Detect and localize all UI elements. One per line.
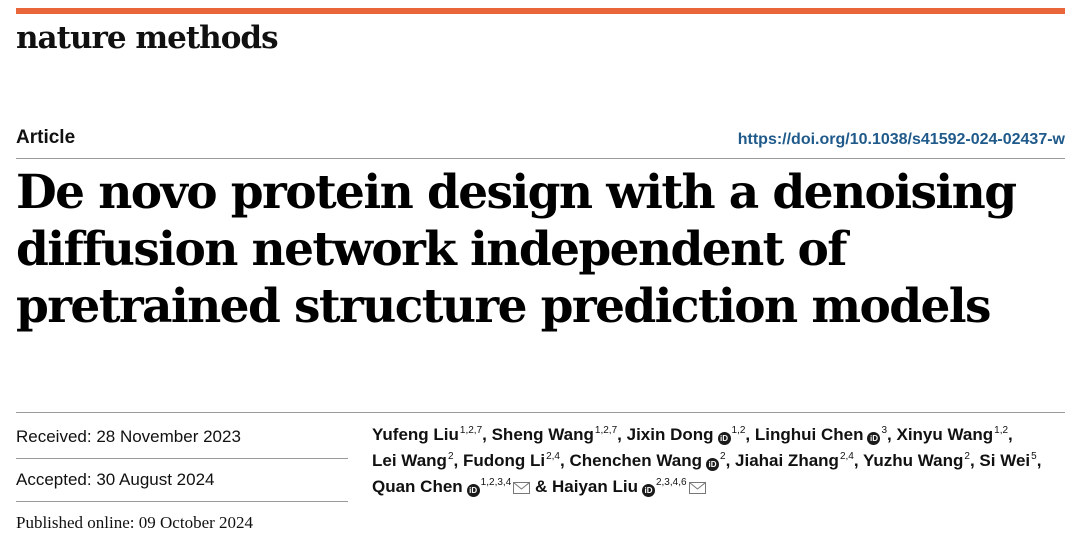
author-affiliation: 1,2	[994, 425, 1009, 437]
date-divider	[16, 458, 348, 459]
author-name-text[interactable]: Haiyan Liu	[552, 477, 638, 496]
published-date: Published online: 09 October 2024	[16, 513, 254, 532]
orcid-icon[interactable]: iD	[717, 432, 731, 445]
author-list: Yufeng Liu1,2,7, Sheng Wang1,2,7, Jixin …	[372, 422, 1052, 500]
author-name-text[interactable]: Si Wei	[979, 451, 1031, 470]
accepted-date: Accepted: 30 August 2024	[16, 470, 215, 489]
author-name-text[interactable]: Sheng Wang	[491, 425, 594, 444]
author-separator: ,	[853, 451, 863, 470]
author-affiliation: 1,2,7	[594, 425, 618, 437]
author-name-text[interactable]: Jixin Dong	[626, 425, 714, 444]
orcid-icon[interactable]: iD	[867, 432, 881, 445]
journal-logo[interactable]: nature methods	[16, 20, 279, 56]
author-name[interactable]: Fudong Li2,4	[463, 451, 560, 470]
date-divider	[16, 501, 348, 502]
author-name[interactable]: Sheng Wang1,2,7	[492, 425, 618, 444]
article-dates: Received: 28 November 2023 Accepted: 30 …	[16, 426, 348, 534]
received-date: Received: 28 November 2023	[16, 427, 241, 446]
author-name[interactable]: Si Wei5	[979, 451, 1036, 470]
author-affiliation: 2	[720, 451, 726, 463]
author-separator: ,	[617, 425, 627, 444]
header-divider	[16, 158, 1065, 159]
author-name[interactable]: Quan Chen iD1,2,3,4	[372, 477, 531, 497]
author-name[interactable]: Linghui Chen iD3	[754, 425, 888, 445]
author-name-text[interactable]: Yuzhu Wang	[862, 451, 964, 470]
author-name[interactable]: Jixin Dong iD1,2	[626, 425, 746, 445]
author-name-text[interactable]: Yufeng Liu	[372, 425, 459, 444]
orcid-icon[interactable]: iD	[641, 484, 655, 497]
envelope-icon[interactable]	[513, 482, 531, 494]
author-affiliation: 1,2,7	[459, 425, 483, 437]
author-name-text[interactable]: Quan Chen	[372, 477, 463, 496]
author-separator: ,	[453, 451, 463, 470]
author-name[interactable]: Lei Wang2	[372, 451, 454, 470]
author-affiliation: 1,2,3,4	[480, 477, 512, 489]
author-separator: ,	[560, 451, 570, 470]
author-affiliation: 5	[1031, 451, 1037, 463]
author-separator: &	[530, 477, 552, 496]
author-name[interactable]: Chenchen Wang iD2	[569, 451, 726, 471]
article-type-label: Article	[16, 127, 76, 148]
author-name-text[interactable]: Linghui Chen	[754, 425, 864, 444]
author-name[interactable]: Jiahai Zhang2,4	[735, 451, 854, 470]
author-name[interactable]: Yufeng Liu1,2,7	[372, 425, 482, 444]
author-name[interactable]: Yuzhu Wang2	[863, 451, 970, 470]
author-affiliation: 2	[964, 451, 970, 463]
author-separator: ,	[887, 425, 897, 444]
accent-bar	[16, 8, 1065, 14]
author-name-text[interactable]: Lei Wang	[372, 451, 447, 470]
article-title: De novo protein design with a denoising …	[16, 165, 1017, 334]
author-affiliation: 1,2	[731, 425, 746, 437]
author-separator: ,	[1008, 425, 1013, 444]
author-affiliation: 3	[881, 425, 888, 437]
title-divider	[16, 412, 1065, 413]
author-name-text[interactable]: Chenchen Wang	[569, 451, 702, 470]
orcid-icon[interactable]: iD	[706, 458, 719, 471]
author-affiliation: 2,4	[546, 451, 560, 463]
author-name-text[interactable]: Jiahai Zhang	[735, 451, 839, 470]
author-separator: ,	[745, 425, 755, 444]
author-name[interactable]: Haiyan Liu iD2,3,4,6	[552, 477, 706, 497]
author-affiliation: 2,3,4,6	[655, 477, 687, 489]
author-separator: ,	[1036, 451, 1042, 470]
author-affiliation: 2,4	[839, 451, 854, 463]
author-name-text[interactable]: Fudong Li	[462, 451, 546, 470]
author-separator: ,	[725, 451, 736, 470]
author-name-text[interactable]: Xinyu Wang	[896, 425, 994, 444]
author-name[interactable]: Xinyu Wang1,2	[896, 425, 1008, 444]
orcid-icon[interactable]: iD	[466, 484, 480, 497]
envelope-icon[interactable]	[688, 482, 706, 494]
author-affiliation: 2	[447, 451, 454, 463]
author-separator: ,	[482, 425, 492, 444]
doi-link[interactable]: https://doi.org/10.1038/s41592-024-02437…	[737, 131, 1065, 148]
author-separator: ,	[969, 451, 980, 470]
